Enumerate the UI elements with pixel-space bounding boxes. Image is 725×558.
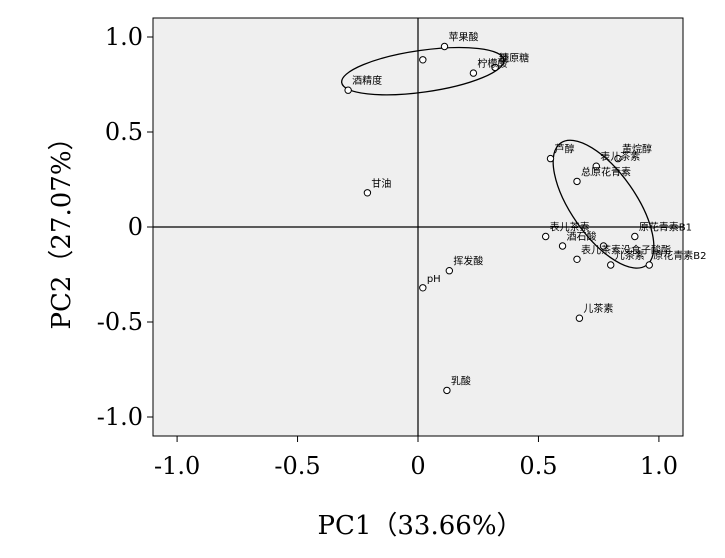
data-point (573, 255, 581, 263)
y-axis-title: PC2（27.07%） (47, 124, 77, 329)
point-label: 糖 (499, 51, 509, 64)
point-label: 黄烷醇 (622, 143, 652, 156)
data-point (363, 189, 372, 197)
point-label: 挥发酸 (453, 255, 483, 268)
y-tick-label: 0 (128, 213, 143, 241)
x-axis-ticks: -1.0 -0.5 0 0.5 1.0 (154, 436, 678, 480)
point-label: 酒精度 (352, 74, 382, 87)
data-point (631, 232, 639, 241)
data-point (607, 261, 615, 269)
data-point (558, 242, 567, 250)
point-label: 还原糖 (499, 51, 529, 64)
point-label: pH (427, 274, 441, 285)
data-point (573, 177, 581, 186)
data-point (541, 232, 550, 241)
point-label: 柠檬酸 (477, 57, 507, 70)
data-point (575, 314, 584, 322)
reference-lines (153, 18, 683, 436)
x-axis-title: PC1（33.66%） (317, 511, 522, 541)
point-label: 总原花青素 (581, 165, 631, 178)
data-point (419, 284, 427, 292)
data-point (469, 69, 478, 77)
point-label: 表儿茶素没食子酸酯 (581, 243, 671, 256)
data-point (443, 386, 451, 395)
point-label: 表儿茶素 (600, 150, 640, 163)
point-label: 原花青素B1 (639, 221, 692, 234)
point-label: 酒石酸 (567, 230, 597, 243)
data-point (491, 63, 499, 72)
data-point (445, 267, 454, 275)
cluster-ellipse-1 (341, 46, 505, 96)
y-tick-label: -1.0 (97, 403, 143, 431)
point-label: 原花青素B2 (653, 249, 706, 262)
point-label: 儿茶素 (615, 249, 645, 262)
x-tick-label: 0 (410, 452, 425, 480)
data-point (614, 154, 622, 163)
point-label: 儿茶素 (583, 302, 613, 315)
data-point (592, 162, 600, 170)
x-tick-label: 1.0 (640, 452, 678, 480)
data-points (344, 42, 653, 395)
point-label: 乳酸 (451, 374, 471, 387)
data-point (546, 154, 555, 163)
data-point (645, 261, 653, 269)
data-point (440, 42, 449, 51)
y-axis-ticks: 1.0 0.5 0 -0.5 -1.0 (97, 23, 153, 431)
x-tick-label: -0.5 (274, 452, 320, 480)
data-point (419, 56, 427, 64)
x-tick-label: -1.0 (154, 452, 200, 480)
data-point (344, 86, 352, 94)
y-tick-label: -0.5 (97, 308, 143, 336)
point-label: 甘油 (371, 177, 391, 190)
point-label: 芦醇 (555, 143, 575, 156)
y-tick-label: 0.5 (105, 118, 143, 146)
data-point (599, 242, 608, 250)
point-label: 苹果酸 (449, 31, 479, 44)
y-tick-label: 1.0 (105, 23, 143, 51)
point-label: 表儿茶素 (550, 221, 590, 234)
x-tick-label: 0.5 (519, 452, 557, 480)
